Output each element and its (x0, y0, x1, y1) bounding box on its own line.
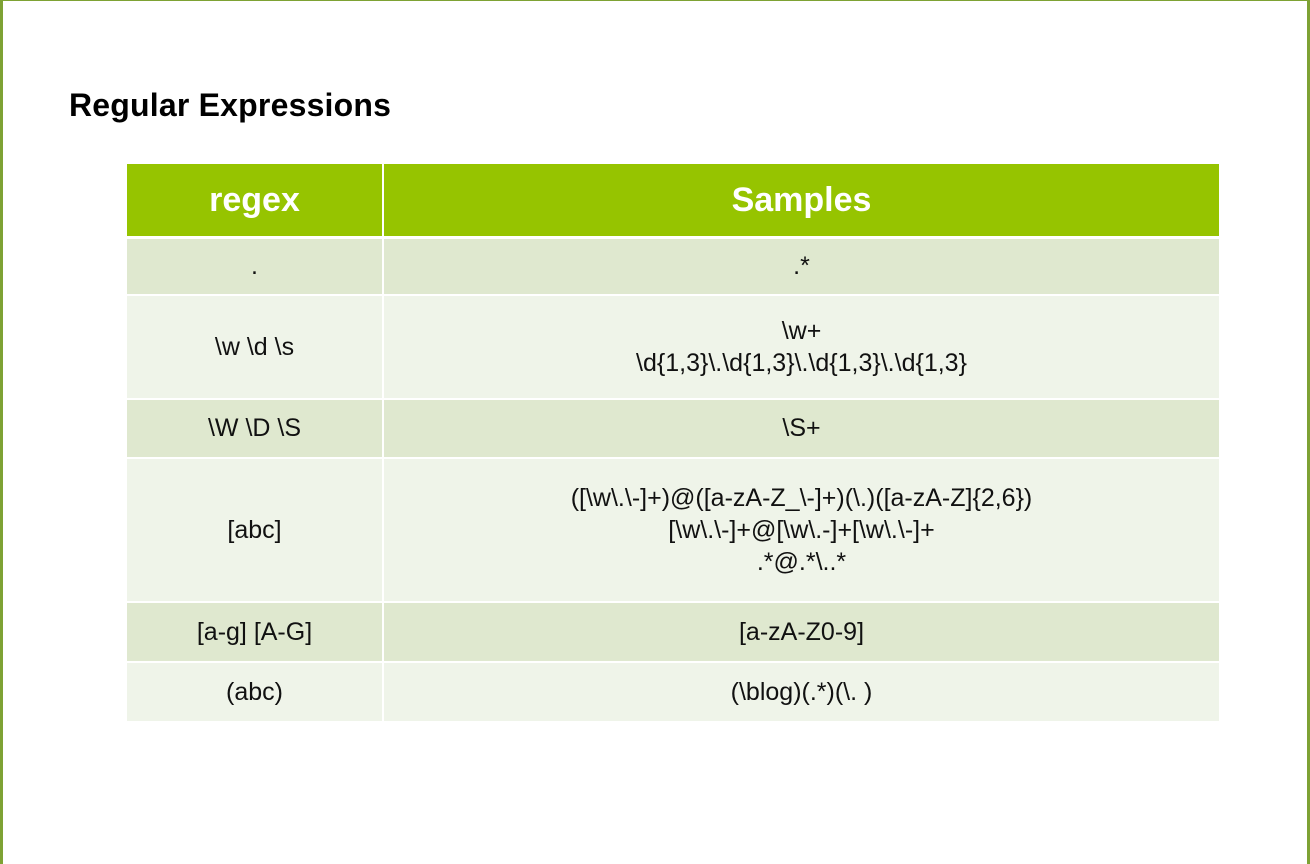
samples-cell: .* (383, 237, 1219, 296)
samples-cell: (\blog)(.*)(\. ) (383, 661, 1219, 723)
sample-line: .* (793, 252, 810, 281)
sample-line: ([\w\.\-]+)@([a-zA-Z_\-]+)(\.)([a-zA-Z]{… (570, 483, 1033, 512)
regex-cell: (abc) (127, 661, 384, 723)
samples-cell: \S+ (383, 398, 1219, 459)
header-samples: Samples (383, 164, 1219, 239)
table-row: . .* (127, 237, 1219, 296)
samples-cell: \w+ \d{1,3}\.\d{1,3}\.\d{1,3}\.\d{1,3} (383, 294, 1219, 400)
samples-cell: [a-zA-Z0-9] (383, 601, 1219, 663)
table-row: [abc] ([\w\.\-]+)@([a-zA-Z_\-]+)(\.)([a-… (127, 457, 1219, 603)
regex-cell: \w \d \s (127, 294, 384, 400)
table-header-row: regex Samples (127, 164, 1219, 239)
regex-cell: [a-g] [A-G] (127, 601, 384, 663)
regex-table: regex Samples . .* \w \d \s \w+ \d{1,3}\… (127, 164, 1219, 723)
regex-cell: \W \D \S (127, 398, 384, 459)
sample-line: (\blog)(.*)(\. ) (730, 677, 873, 706)
slide-title: Regular Expressions (69, 87, 392, 123)
table-row: [a-g] [A-G] [a-zA-Z0-9] (127, 601, 1219, 663)
table-row: (abc) (\blog)(.*)(\. ) (127, 661, 1219, 723)
sample-line: \S+ (782, 414, 821, 442)
table-row: \W \D \S \S+ (127, 398, 1219, 459)
regex-cell: . (127, 237, 384, 296)
table-row: \w \d \s \w+ \d{1,3}\.\d{1,3}\.\d{1,3}\.… (127, 294, 1219, 400)
sample-line: \w+ (781, 316, 822, 345)
sample-line: [a-zA-Z0-9] (738, 617, 865, 646)
regex-cell: [abc] (127, 457, 384, 603)
header-regex: regex (127, 164, 384, 239)
sample-line: \d{1,3}\.\d{1,3}\.\d{1,3}\.\d{1,3} (636, 348, 967, 377)
sample-line: .*@.*\..* (756, 547, 847, 576)
sample-line: [\w\.\-]+@[\w\.-]+[\w\.\-]+ (668, 515, 935, 544)
samples-cell: ([\w\.\-]+)@([a-zA-Z_\-]+)(\.)([a-zA-Z]{… (383, 457, 1219, 603)
